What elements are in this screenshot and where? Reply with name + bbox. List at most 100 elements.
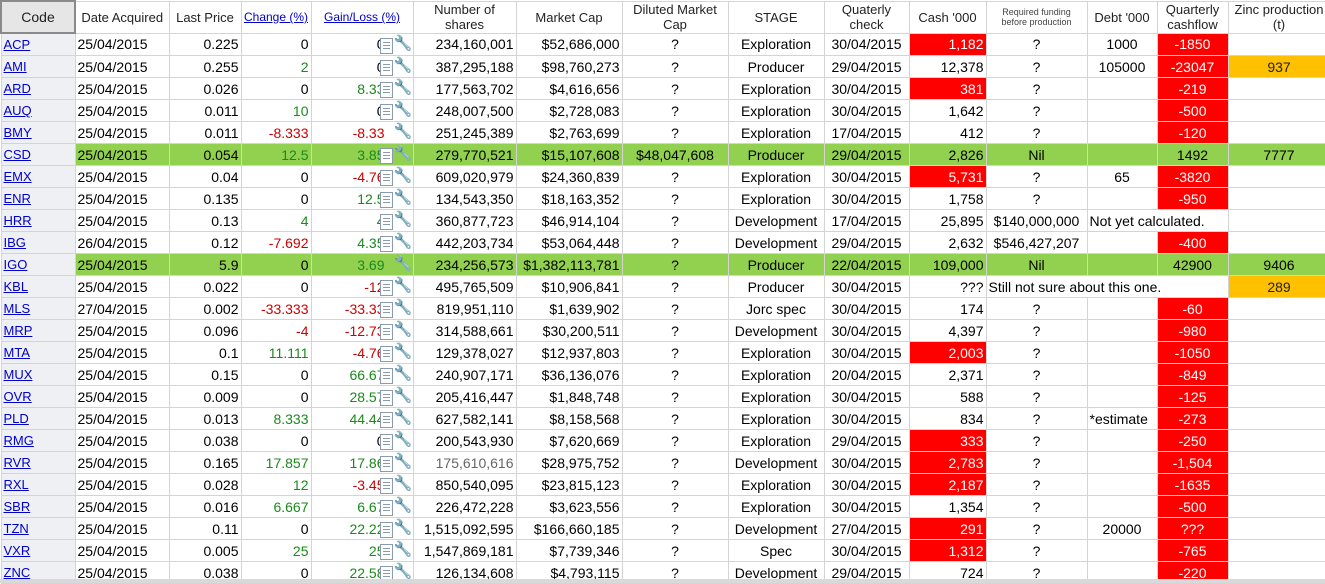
change-cell[interactable]: -33.333 (240, 297, 312, 320)
last-price-cell[interactable]: 0.022 (168, 275, 242, 298)
cash-cell[interactable]: 1,642 (908, 99, 987, 122)
debt-cell[interactable] (1086, 231, 1158, 254)
diluted-market-cap-cell[interactable]: ? (621, 363, 729, 386)
diluted-market-cap-cell[interactable]: ? (621, 319, 729, 342)
debt-cell[interactable]: 105000 (1086, 55, 1158, 78)
header-change[interactable]: Change (%) (240, 0, 312, 34)
header-quarterly-check[interactable]: Quaterly check (823, 0, 910, 34)
quarterly-check-cell[interactable]: 30/04/2015 (823, 407, 910, 430)
quarterly-check-cell[interactable]: 30/04/2015 (823, 165, 910, 188)
debt-cell[interactable]: 20000 (1086, 517, 1158, 540)
change-cell[interactable]: 0 (240, 517, 312, 540)
debt-cell[interactable]: *estimate (1086, 407, 1158, 430)
wrench-icon[interactable]: 🔧 (393, 519, 413, 536)
quarterly-cashflow-cell[interactable]: -1050 (1156, 341, 1229, 364)
date-acquired-cell[interactable]: 25/04/2015 (74, 275, 170, 298)
stock-code-link[interactable]: ZNC (0, 561, 76, 584)
header-date-acquired[interactable]: Date Acquired (74, 0, 170, 34)
change-cell[interactable]: -4 (240, 319, 312, 342)
quarterly-cashflow-cell[interactable]: -400 (1156, 231, 1229, 254)
gain-loss-cell[interactable]: 28.57 🔧 (310, 385, 414, 408)
diluted-market-cap-cell[interactable]: ? (621, 253, 729, 276)
last-price-cell[interactable]: 0.011 (168, 121, 242, 144)
quarterly-check-cell[interactable]: 30/04/2015 (823, 385, 910, 408)
date-acquired-cell[interactable]: 25/04/2015 (74, 341, 170, 364)
quarterly-check-cell[interactable]: 27/04/2015 (823, 517, 910, 540)
last-price-cell[interactable]: 0.038 (168, 429, 242, 452)
quarterly-cashflow-cell[interactable]: -1,504 (1156, 451, 1229, 474)
stock-code-link[interactable]: RXL (0, 473, 76, 496)
zinc-production-cell[interactable] (1227, 209, 1325, 232)
zinc-production-cell[interactable]: 7777 (1227, 143, 1325, 166)
number-of-shares-cell[interactable]: 387,295,188 (412, 55, 517, 78)
header-required-funding[interactable]: Required funding before production (985, 0, 1088, 34)
quarterly-check-cell[interactable]: 30/04/2015 (823, 341, 910, 364)
date-acquired-cell[interactable]: 25/04/2015 (74, 319, 170, 342)
table-row[interactable]: ZNC 25/04/2015 0.038 0 22.58 🔧 126,134,608 $4,7… (0, 561, 1325, 584)
wrench-icon[interactable]: 🔧 (393, 233, 413, 250)
header-number-of-shares[interactable]: Number of shares (412, 0, 517, 34)
number-of-shares-cell[interactable]: 248,007,500 (412, 99, 517, 122)
table-row[interactable]: MUX 25/04/2015 0.15 0 66.67 🔧 240,907,171 $36,1… (0, 363, 1325, 386)
cash-cell[interactable]: 2,826 (908, 143, 987, 166)
date-acquired-cell[interactable]: 25/04/2015 (74, 561, 170, 584)
number-of-shares-cell[interactable]: 495,765,509 (412, 275, 517, 298)
wrench-icon[interactable]: 🔧 (393, 34, 413, 52)
required-funding-cell[interactable]: ? (985, 451, 1088, 474)
wrench-icon[interactable]: 🔧 (393, 57, 413, 74)
header-stage[interactable]: STAGE (727, 0, 825, 34)
stage-cell[interactable]: Exploration (727, 495, 825, 518)
stock-code-link[interactable]: RMG (0, 429, 76, 452)
date-acquired-cell[interactable]: 25/04/2015 (74, 32, 170, 56)
gain-loss-cell[interactable]: 25 🔧 (310, 539, 414, 562)
change-cell[interactable]: -7.692 (240, 231, 312, 254)
gain-loss-cell[interactable]: 4🔧 (310, 209, 414, 232)
wrench-icon[interactable]: 🔧 (393, 145, 413, 162)
stock-code-link[interactable]: MUX (0, 363, 76, 386)
market-cap-cell[interactable]: $1,639,902 (515, 297, 623, 320)
number-of-shares-cell[interactable]: 819,951,110 (412, 297, 517, 320)
number-of-shares-cell[interactable]: 279,770,521 (412, 143, 517, 166)
number-of-shares-cell[interactable]: 177,563,702 (412, 77, 517, 100)
wrench-icon[interactable]: 🔧 (393, 167, 413, 184)
stage-cell[interactable]: Development (727, 231, 825, 254)
last-price-cell[interactable]: 0.255 (168, 55, 242, 78)
quarterly-check-cell[interactable]: 30/04/2015 (823, 99, 910, 122)
quarterly-check-cell[interactable]: 30/04/2015 (823, 319, 910, 342)
quarterly-check-cell[interactable]: 30/04/2015 (823, 473, 910, 496)
market-cap-cell[interactable]: $166,660,185 (515, 517, 623, 540)
table-row[interactable]: ACP25/04/20150.22500🔧234,160,001$52,686,… (0, 32, 1325, 56)
gain-loss-cell[interactable]: -4.76 🔧 (310, 165, 414, 188)
table-row[interactable]: MLS 27/04/2015 0.002 -33.333 -33.33 🔧 819,951,… (0, 297, 1325, 320)
cash-cell[interactable]: 25,895 (908, 209, 987, 232)
quarterly-cashflow-cell[interactable]: -950 (1156, 187, 1229, 210)
stage-cell[interactable]: Jorc spec (727, 297, 825, 320)
change-cell[interactable]: 0 (240, 32, 312, 56)
quarterly-cashflow-cell[interactable]: -500 (1156, 99, 1229, 122)
quarterly-cashflow-cell[interactable]: 42900 (1156, 253, 1229, 276)
debt-cell[interactable] (1086, 385, 1158, 408)
stock-code-link[interactable]: MTA (0, 341, 76, 364)
quarterly-cashflow-cell[interactable]: -220 (1156, 561, 1229, 584)
stock-code-link[interactable]: CSD (0, 143, 76, 166)
wrench-icon[interactable]: 🔧 (393, 277, 413, 294)
stage-cell[interactable]: Producer (727, 253, 825, 276)
change-cell[interactable]: 0 (240, 275, 312, 298)
debt-cell[interactable]: 65 (1086, 165, 1158, 188)
cash-cell[interactable]: 109,000 (908, 253, 987, 276)
cash-cell[interactable]: ??? (908, 275, 987, 298)
table-row[interactable]: BMY 25/04/2015 0.011 -8.333 -8.33 🔧 251,245,38… (0, 121, 1325, 144)
document-icon[interactable] (379, 192, 393, 208)
gain-loss-cell[interactable]: 3.85 🔧 (310, 143, 414, 166)
stock-code-link[interactable]: TZN (0, 517, 76, 540)
gain-loss-cell[interactable]: -8.33 🔧 (310, 121, 414, 144)
document-icon[interactable] (379, 390, 393, 406)
market-cap-cell[interactable]: $2,728,083 (515, 99, 623, 122)
cash-cell[interactable]: 2,783 (908, 451, 987, 474)
cash-cell[interactable]: 1,182 (908, 32, 987, 56)
last-price-cell[interactable]: 0.12 (168, 231, 242, 254)
diluted-market-cap-cell[interactable]: ? (621, 341, 729, 364)
required-funding-cell[interactable]: ? (985, 429, 1088, 452)
cash-cell[interactable]: 1,354 (908, 495, 987, 518)
change-cell[interactable]: 2 (240, 55, 312, 78)
